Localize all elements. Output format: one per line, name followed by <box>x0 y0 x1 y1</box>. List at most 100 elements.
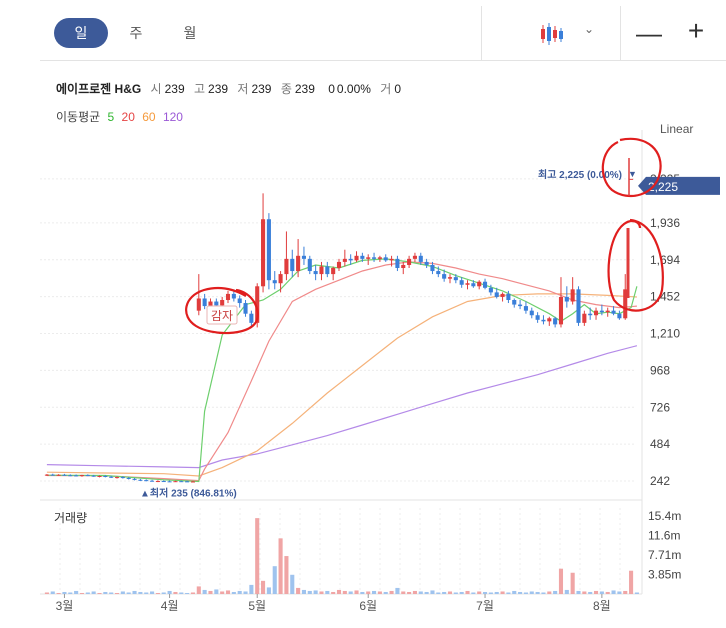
candle-body <box>290 258 295 272</box>
volume-axis-label: 3.85m <box>648 568 681 582</box>
candlestick-icon[interactable] <box>538 20 566 48</box>
open-value: 239 <box>164 82 185 96</box>
candle <box>173 480 178 483</box>
volume-bar <box>605 591 610 594</box>
candle-body <box>301 255 306 259</box>
volume-bar <box>634 592 639 594</box>
candle <box>272 271 277 290</box>
zoom-in-button[interactable]: + <box>687 15 705 46</box>
candle <box>500 292 505 302</box>
scale-mode-button[interactable]: Linear <box>660 122 694 136</box>
candle-body <box>535 315 540 320</box>
candle <box>512 298 517 308</box>
candle <box>50 473 55 476</box>
volume-bar <box>144 592 149 594</box>
stock-name: 에이프로젠 H&G <box>56 82 142 96</box>
candle-body <box>482 281 488 288</box>
volume-bar <box>354 590 359 594</box>
volume-value: 0 <box>394 82 402 96</box>
volume-bar <box>348 591 353 594</box>
volume-bar <box>278 538 283 594</box>
volume-bar <box>395 587 400 594</box>
volume-bar <box>529 591 534 594</box>
candle-body <box>412 255 417 259</box>
zoom-out-button[interactable]: — <box>636 18 662 48</box>
candle <box>453 274 458 284</box>
ma-120: 120 <box>162 110 183 124</box>
candle-body <box>611 310 616 314</box>
tab-daily[interactable]: 일 <box>54 18 108 48</box>
candle <box>120 476 125 479</box>
volume-bar <box>629 570 634 594</box>
open-label: 시 <box>150 82 162 96</box>
volume-bar <box>161 592 166 594</box>
chevron-down-icon[interactable]: ⌄ <box>584 22 595 36</box>
candle-body <box>97 476 102 477</box>
price-axis-label: 1,936 <box>650 216 680 230</box>
candle-body <box>243 303 248 314</box>
volume-bar <box>103 591 108 594</box>
toolbar-divider <box>620 6 621 60</box>
candle-body <box>161 481 166 483</box>
red-circle-annotation <box>607 218 664 312</box>
volume-bar <box>126 592 131 594</box>
volume-bar <box>155 592 160 594</box>
volume-bar <box>91 591 96 594</box>
volume-bar <box>588 591 593 594</box>
candle <box>150 479 155 482</box>
time-axis-label: 5월 <box>248 599 266 613</box>
candle-body <box>132 478 137 480</box>
candle <box>138 478 143 482</box>
close-value: 239 <box>294 82 315 96</box>
candle-body <box>296 255 301 272</box>
candle <box>593 307 599 320</box>
tab-weekly[interactable]: 주 <box>129 25 143 41</box>
annotation-label: 감자 <box>211 309 233 323</box>
time-axis-label: 8월 <box>593 599 611 613</box>
red-circle-annotation <box>185 286 259 335</box>
price-axis-label: 484 <box>650 437 670 451</box>
ma-legend[interactable]: 이동평균 5 20 60 120 <box>56 108 183 125</box>
volume-bar <box>377 591 382 594</box>
candle-body <box>512 300 517 305</box>
volume-axis-label: 7.71m <box>648 548 681 562</box>
volume-bar <box>459 591 464 594</box>
ma20-line <box>46 261 637 482</box>
volume-bar <box>401 591 406 594</box>
candle <box>372 252 377 262</box>
ma-5: 5 <box>107 110 115 124</box>
candle <box>599 304 604 316</box>
candle <box>336 258 342 272</box>
candle <box>447 274 453 284</box>
volume-bar <box>208 590 213 594</box>
volume-bar <box>173 591 178 594</box>
candle-body <box>237 298 242 304</box>
candle-body <box>500 293 505 297</box>
volume-bar <box>418 591 423 594</box>
candle-body <box>366 257 371 259</box>
tab-monthly[interactable]: 월 <box>183 25 197 41</box>
candle-body <box>442 274 447 279</box>
volume-bar <box>564 589 569 594</box>
volume-bar <box>442 591 447 594</box>
volume-bar <box>74 590 79 594</box>
volume-bar <box>307 590 312 594</box>
volume-bar <box>488 592 493 594</box>
volume-bar <box>453 592 458 594</box>
volume-bar <box>436 592 441 594</box>
candle <box>488 284 493 296</box>
candle <box>62 473 67 476</box>
candle <box>319 261 324 281</box>
candle <box>190 480 196 483</box>
candle-body <box>541 319 546 322</box>
volume-bar <box>167 590 172 594</box>
candle-body <box>179 481 184 483</box>
volume-bar <box>220 591 225 594</box>
candle-body <box>377 257 382 259</box>
candle <box>249 310 254 326</box>
candle <box>225 290 231 304</box>
volume-bar <box>150 591 155 594</box>
candle-body <box>407 258 412 265</box>
volume-bar <box>272 566 277 594</box>
